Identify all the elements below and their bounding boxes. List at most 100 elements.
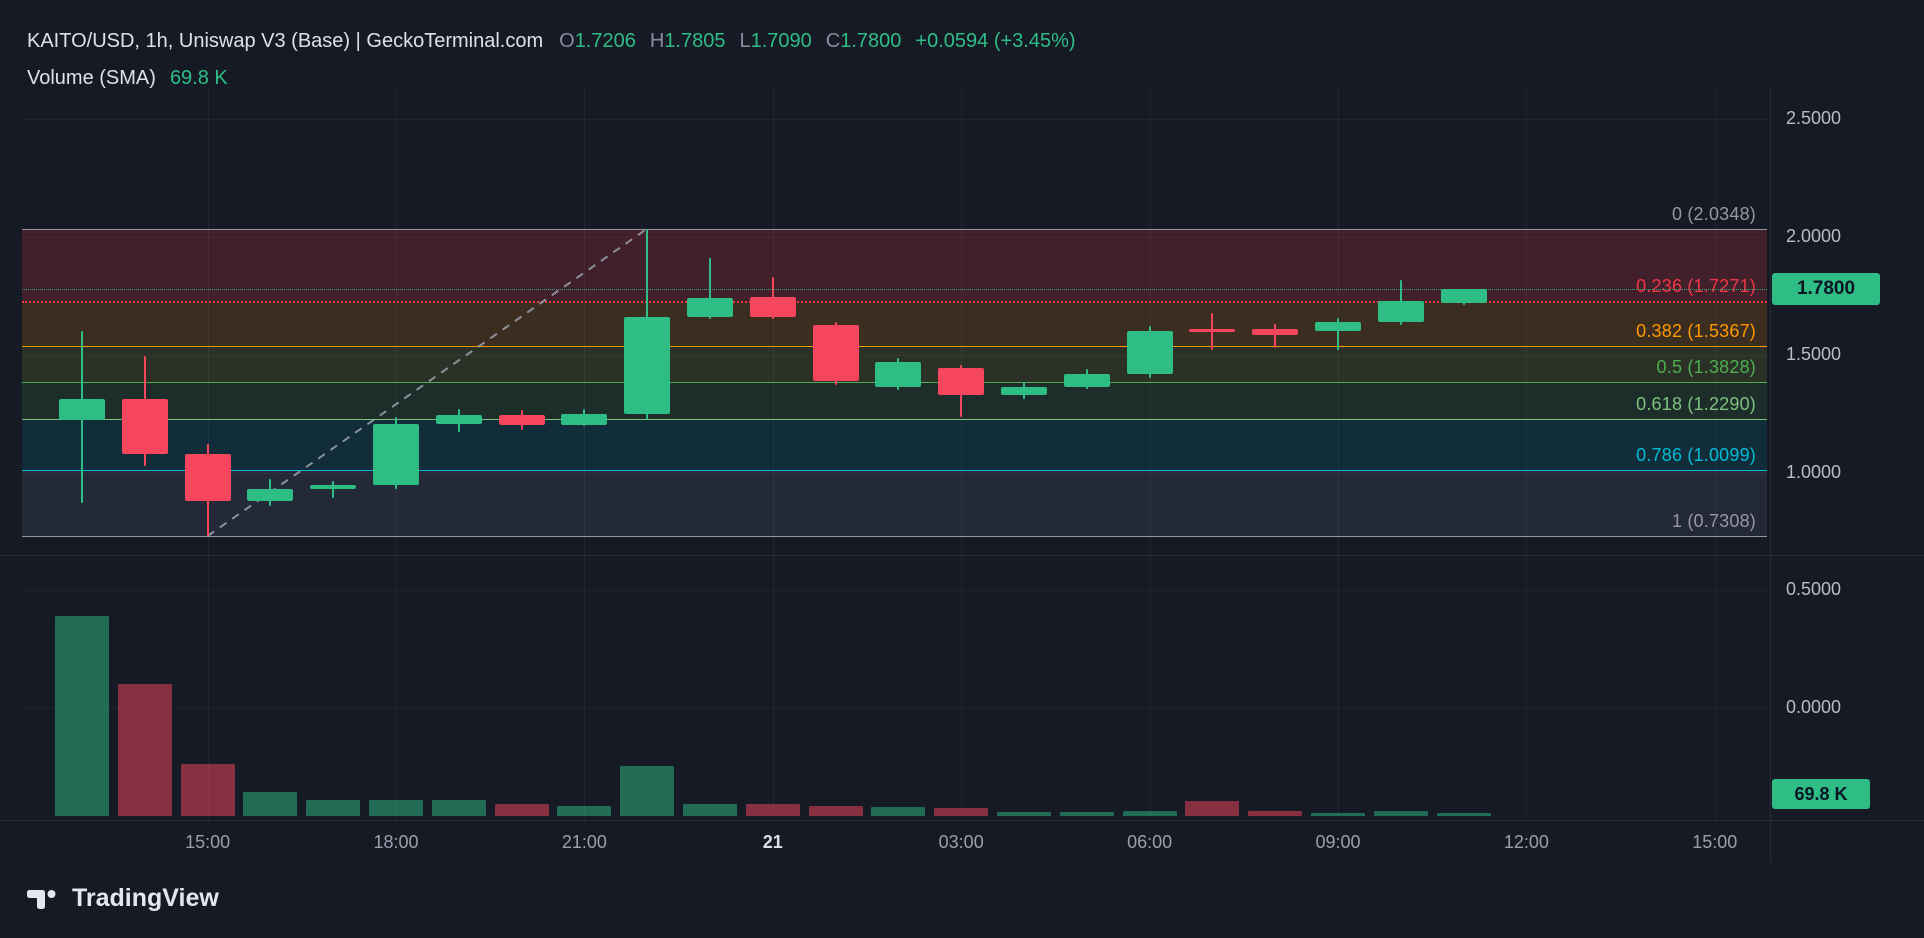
fib-level-label: 0.5 (1.3828)	[1656, 357, 1756, 378]
volume-bar	[1185, 801, 1240, 816]
time-axis-label[interactable]: 21:00	[561, 832, 607, 852]
volume-bar	[620, 766, 675, 816]
low-value: 1.7090	[750, 30, 812, 52]
volume-bar	[55, 616, 109, 816]
fib-level-label: 0.618 (1.2290)	[1636, 393, 1756, 414]
tradingview-logo-icon[interactable]	[26, 886, 62, 912]
price-axis-border	[1770, 85, 1771, 862]
grid-line-vertical	[1714, 85, 1716, 820]
volume-sma-badge: 69.8 K	[1772, 779, 1870, 809]
volume-bar	[808, 806, 863, 816]
candle-body	[687, 298, 733, 317]
grid-line-vertical	[772, 85, 774, 820]
fib-level-line	[22, 228, 1767, 230]
candle-body	[310, 484, 357, 489]
chart-legend: KAITO/USD, 1h, Uniswap V3 (Base) | Gecko…	[27, 30, 1076, 90]
volume-bar	[557, 806, 612, 816]
candle-wick	[1274, 324, 1277, 348]
candle-body	[812, 325, 859, 381]
price-axis-label: 1.5000	[1786, 343, 1842, 364]
candle-body	[1126, 331, 1173, 375]
fib-level-label: 0.382 (1.5367)	[1636, 321, 1756, 342]
change-value: +0.0594 (+3.45%)	[915, 30, 1076, 52]
candle-body	[121, 398, 168, 455]
price-axis-label: 1.0000	[1786, 461, 1842, 482]
brand-name[interactable]: TradingView	[72, 884, 219, 912]
volume-bar	[180, 764, 235, 816]
time-axis-label[interactable]: 12:00	[1503, 832, 1549, 852]
volume-bar	[934, 808, 989, 816]
volume-bar	[745, 804, 800, 816]
candle-body	[749, 296, 796, 317]
volume-bar	[1248, 811, 1303, 816]
grid-line-horizontal	[22, 119, 1767, 120]
candle-body	[1440, 288, 1487, 303]
time-axis-label[interactable]: 21	[762, 832, 783, 852]
grid-line-horizontal	[22, 354, 1767, 356]
fib-level-line	[22, 470, 1767, 472]
time-axis-label[interactable]: 15:00	[1692, 832, 1738, 852]
volume-bar	[1436, 813, 1491, 816]
candle-body	[1001, 386, 1047, 396]
volume-bar	[306, 800, 361, 816]
candle-body	[1063, 374, 1110, 387]
fib-band	[22, 301, 1767, 347]
candle-body	[498, 414, 545, 425]
grid-line-vertical	[961, 85, 963, 820]
candle-body	[1252, 329, 1299, 336]
candle-body	[1189, 328, 1236, 332]
brand-footer: TradingView	[26, 884, 219, 913]
grid-line-horizontal	[22, 236, 1767, 238]
candle-wick	[1337, 318, 1339, 350]
time-axis-label[interactable]: 03:00	[938, 832, 984, 852]
price-axis[interactable]	[1771, 85, 1924, 820]
volume-bar	[1373, 811, 1428, 816]
time-axis-label[interactable]: 06:00	[1127, 832, 1173, 852]
fib-level-line	[22, 301, 1767, 304]
high-value: 1.7805	[664, 30, 726, 52]
candle-body	[435, 414, 482, 424]
candle-body	[373, 423, 419, 485]
time-axis-border	[0, 820, 1924, 821]
fib-level-label: 0.786 (1.0099)	[1636, 445, 1756, 466]
candle-body	[1377, 300, 1424, 322]
time-axis[interactable]	[0, 821, 1924, 863]
volume-bar	[871, 807, 926, 816]
grid-line-vertical	[1149, 85, 1151, 820]
time-axis-label[interactable]: 09:00	[1315, 832, 1361, 852]
candle-body	[59, 398, 105, 420]
last-price-badge: 1.7800	[1772, 273, 1880, 305]
volume-bar	[369, 800, 423, 816]
fib-level-label: 0 (2.0348)	[1671, 203, 1756, 224]
candle-body	[247, 488, 294, 501]
volume-bar	[997, 812, 1051, 816]
fib-level-line	[22, 418, 1767, 420]
indicator-legend[interactable]: Volume (SMA) 69.8 K	[27, 67, 1076, 90]
indicator-value: 69.8 K	[169, 67, 228, 89]
fib-level-line	[22, 346, 1767, 348]
fib-level-label: 0.236 (1.7271)	[1636, 276, 1756, 297]
indicator-label: Volume (SMA)	[27, 67, 156, 89]
fib-band	[22, 382, 1767, 419]
close-label: C	[825, 30, 841, 52]
volume-bar	[243, 792, 298, 816]
fib-band	[22, 418, 1767, 471]
volume-bar	[431, 800, 486, 816]
volume-bar	[1311, 813, 1365, 816]
candle-body	[561, 413, 608, 425]
price-axis-label: 2.5000	[1786, 108, 1842, 128]
grid-line-vertical	[1526, 85, 1528, 820]
price-axis-label: 2.0000	[1786, 225, 1842, 246]
grid-line-horizontal	[22, 590, 1767, 592]
fib-level-line	[22, 536, 1767, 537]
pane-divider	[0, 555, 1924, 556]
time-axis-label[interactable]: 18:00	[373, 832, 419, 852]
grid-line-horizontal	[22, 708, 1767, 710]
open-label: O	[559, 30, 575, 52]
symbol-title[interactable]: KAITO/USD, 1h, Uniswap V3 (Base) | Gecko…	[27, 30, 544, 52]
high-label: H	[649, 30, 665, 52]
time-axis-label[interactable]: 15:00	[185, 832, 231, 852]
price-axis-label: 0.0000	[1786, 697, 1842, 718]
